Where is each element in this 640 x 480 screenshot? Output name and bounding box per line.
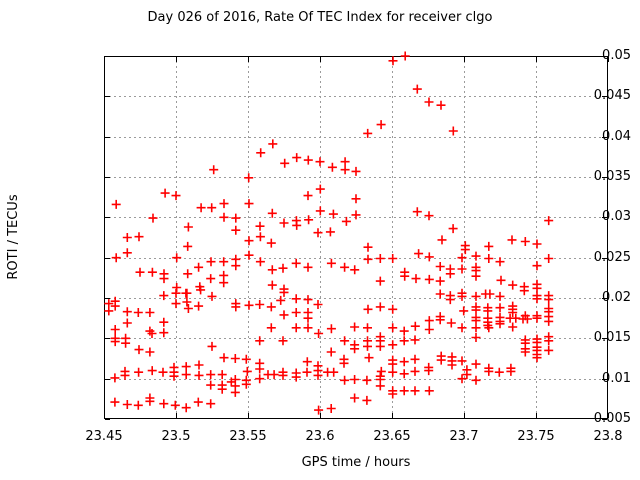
y-tick-label: 0.04 (602, 128, 631, 144)
x-tick-label: 23.6 (305, 429, 335, 444)
y-tick-label: 0.02 (602, 290, 631, 305)
y-tick-label: 0.005 (593, 411, 631, 426)
y-tick-label: 0.03 (602, 209, 631, 225)
x-tick-label: 23.75 (517, 429, 555, 444)
y-axis-label: ROTI / TECUs (6, 194, 21, 280)
x-tick-label: 23.5 (161, 429, 191, 444)
y-tick-label: 0.01 (602, 370, 631, 386)
y-tick-label: 0.015 (593, 330, 631, 346)
plot-border (104, 56, 608, 419)
chart-title: Day 026 of 2016, Rate Of TEC Index for r… (147, 10, 493, 25)
y-tick-label: 0.05 (602, 48, 631, 63)
scatter-points-layer (104, 51, 554, 415)
plot-area (104, 51, 609, 420)
x-tick-label: 23.45 (85, 429, 123, 444)
x-tick-label: 23.8 (593, 429, 623, 444)
scatter-plus-markers (104, 51, 554, 415)
y-tick-label: 0.045 (593, 88, 631, 104)
y-tick-label: 0.025 (593, 249, 631, 265)
scatter-plot-svg (104, 51, 609, 420)
x-axis-label: GPS time / hours (301, 455, 411, 470)
x-tick-label: 23.65 (373, 429, 411, 444)
x-tick-label: 23.55 (229, 429, 267, 444)
y-tick-label: 0.035 (593, 169, 631, 184)
x-tick-label: 23.7 (449, 429, 479, 444)
